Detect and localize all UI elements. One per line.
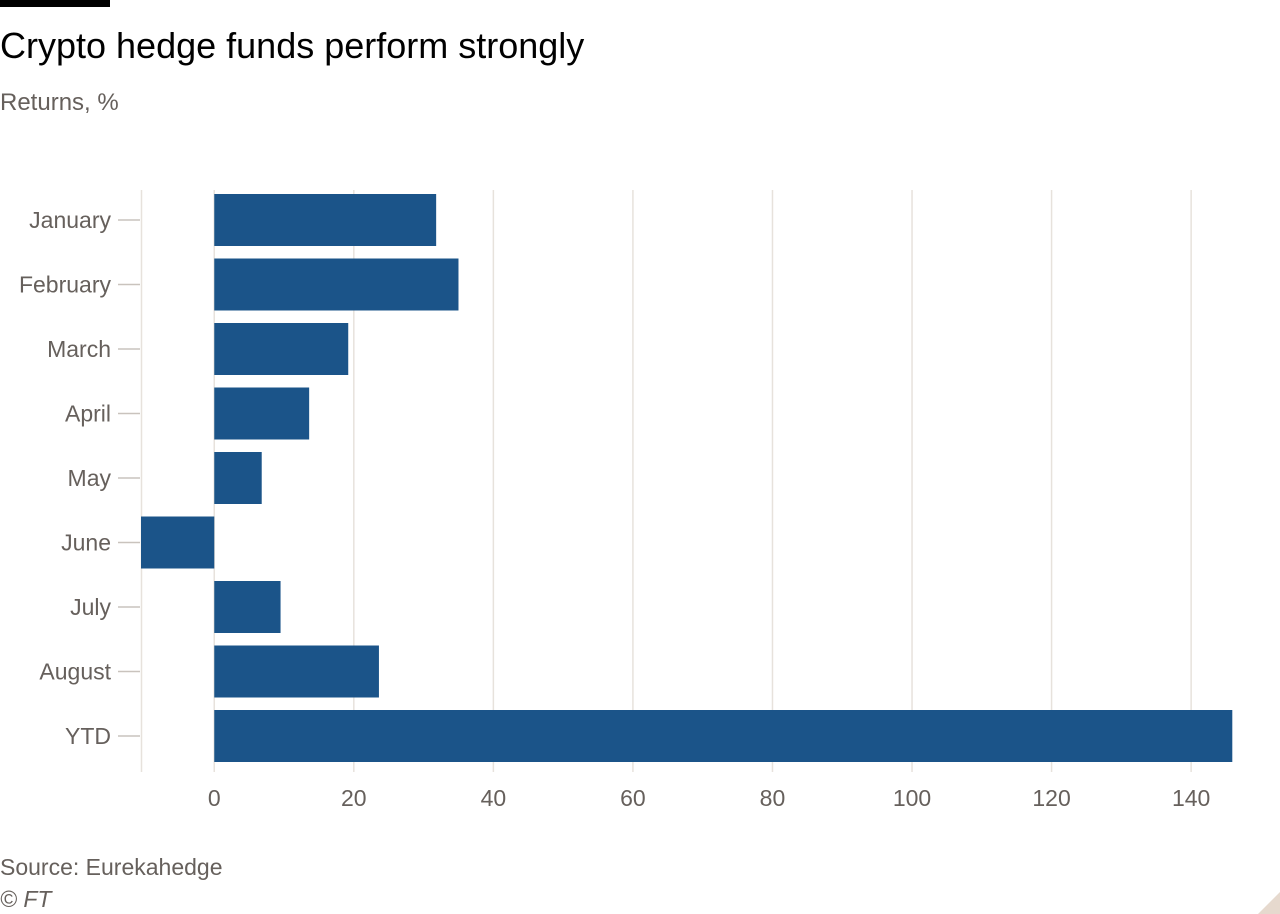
y-category-label: January — [29, 207, 111, 233]
x-tick-label: 120 — [1032, 785, 1070, 811]
chart-title: Crypto hedge funds perform strongly — [0, 25, 585, 66]
axes: 0 20 40 60 80 100 120 140 January February March Ap… — [19, 207, 1210, 811]
x-tick-label: 20 — [341, 785, 367, 811]
bar-march — [214, 323, 349, 375]
source-note: Source: Eurekahedge — [0, 854, 223, 880]
y-category-label: YTD — [65, 723, 111, 749]
x-tick-label: 80 — [760, 785, 786, 811]
y-category-label: March — [47, 336, 111, 362]
y-category-label: May — [68, 465, 112, 491]
y-category-label: April — [65, 401, 111, 427]
bar-january — [214, 194, 437, 246]
x-tick-label: 100 — [893, 785, 931, 811]
y-category-label: July — [70, 594, 111, 620]
bar-june — [141, 516, 215, 569]
bar-april — [214, 387, 310, 440]
x-tick-label: 60 — [620, 785, 646, 811]
bars — [141, 194, 1233, 762]
y-category-label: February — [19, 272, 112, 298]
x-tick-label: 40 — [481, 785, 507, 811]
corner-mark — [1258, 892, 1280, 914]
bar-july — [214, 581, 281, 633]
copyright-note: © FT — [0, 886, 52, 912]
x-tick-label: 0 — [208, 785, 221, 811]
bar-ytd — [214, 710, 1233, 762]
y-category-label: June — [61, 530, 111, 556]
brand-top-bar — [0, 0, 110, 7]
bar-chart: 0 20 40 60 80 100 120 140 January February March Ap… — [19, 190, 1233, 811]
chart-subtitle: Returns, % — [0, 89, 119, 116]
bar-february — [214, 258, 459, 311]
y-category-label: August — [39, 659, 111, 685]
bar-may — [214, 452, 262, 504]
x-tick-label: 140 — [1172, 785, 1210, 811]
bar-august — [214, 645, 379, 698]
